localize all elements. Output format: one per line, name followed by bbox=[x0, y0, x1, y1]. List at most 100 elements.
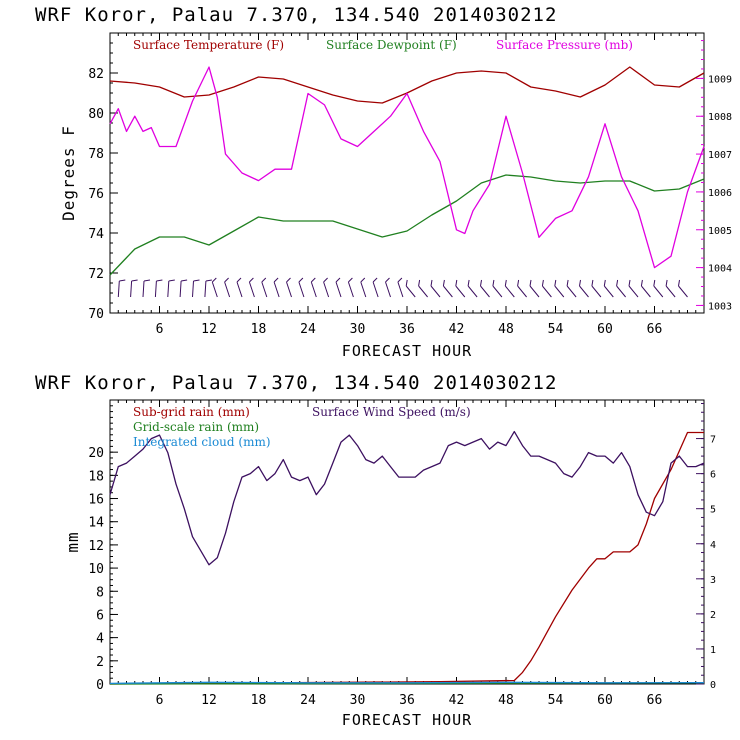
wind-barb bbox=[405, 279, 416, 298]
wind-barb bbox=[130, 279, 138, 298]
y-axis-right: 1003 1004 1005 1006 1007 1008 1009 bbox=[696, 40, 732, 312]
x-tick-label: 18 bbox=[251, 693, 267, 708]
x-tick-label: 30 bbox=[350, 322, 366, 337]
wind-barb bbox=[385, 277, 391, 298]
wind-barb bbox=[455, 279, 466, 298]
x-axis-label: FORECAST HOUR bbox=[342, 711, 472, 729]
wind-barb bbox=[236, 277, 243, 298]
y2-tick-label: 1006 bbox=[708, 188, 732, 199]
y-tick-label: 2 bbox=[96, 655, 104, 670]
legend-entry: Surface Temperature (F) bbox=[133, 38, 284, 52]
y-axis-label: mm bbox=[63, 531, 82, 552]
y-tick-label: 0 bbox=[96, 678, 104, 693]
y-tick-label: 8 bbox=[96, 585, 104, 600]
legend-entry: Integrated cloud (mm) bbox=[133, 435, 271, 449]
wind-barb bbox=[517, 279, 527, 298]
wind-barb bbox=[616, 279, 626, 298]
wind-barb bbox=[167, 279, 175, 298]
y-tick-label: 70 bbox=[88, 307, 104, 322]
x-tick-label: 66 bbox=[647, 322, 663, 337]
wind-barb bbox=[360, 277, 367, 298]
wind-barb bbox=[442, 279, 453, 298]
y-axis-left: 0 2 4 6 8 10 12 14 16 18 20 bbox=[88, 399, 118, 693]
wind-barb bbox=[640, 279, 651, 298]
series-line-surface-temperature-f bbox=[109, 66, 705, 104]
wind-barb bbox=[372, 277, 379, 298]
wind-barb bbox=[529, 279, 540, 298]
wind-barb bbox=[430, 279, 441, 298]
wind-barb bbox=[467, 279, 478, 298]
wind-barb bbox=[286, 277, 292, 298]
wind-barb bbox=[211, 277, 218, 298]
wind-barb bbox=[273, 277, 280, 298]
chart-panel-2: WRF Koror, Palau 7.370, 134.540 20140302… bbox=[35, 372, 716, 729]
x-tick-label: 54 bbox=[548, 693, 564, 708]
wind-barb bbox=[541, 279, 552, 298]
wind-barb bbox=[504, 279, 515, 298]
x-tick-label: 12 bbox=[201, 322, 217, 337]
y-tick-label: 6 bbox=[96, 608, 104, 623]
y-tick-label: 4 bbox=[96, 632, 104, 647]
x-tick-label: 24 bbox=[300, 322, 316, 337]
y-tick-label: 10 bbox=[88, 562, 104, 577]
x-tick-label: 48 bbox=[498, 693, 514, 708]
wind-barb bbox=[397, 277, 404, 298]
y2-tick-label: 3 bbox=[710, 575, 716, 586]
wind-barb bbox=[347, 277, 354, 298]
wind-barb bbox=[248, 277, 255, 298]
wind-barb bbox=[323, 277, 330, 298]
y-tick-label: 16 bbox=[88, 493, 104, 508]
y2-tick-label: 1005 bbox=[708, 226, 732, 237]
y-tick-label: 82 bbox=[88, 67, 104, 82]
wind-barb bbox=[310, 277, 317, 298]
y-axis-label: Degrees F bbox=[59, 125, 78, 221]
series-line-surface-wind-speed-m-s bbox=[109, 430, 705, 566]
y2-tick-label: 0 bbox=[710, 680, 716, 691]
x-tick-label: 24 bbox=[300, 693, 316, 708]
y-tick-label: 76 bbox=[88, 187, 104, 202]
wind-barb bbox=[335, 277, 342, 298]
wind-barb bbox=[678, 279, 688, 298]
y2-tick-label: 1008 bbox=[708, 112, 732, 123]
x-tick-label: 42 bbox=[449, 693, 465, 708]
chart-title: WRF Koror, Palau 7.370, 134.540 20140302… bbox=[35, 4, 557, 26]
y-tick-label: 12 bbox=[88, 539, 104, 554]
y2-tick-label: 6 bbox=[710, 470, 716, 481]
x-tick-label: 66 bbox=[647, 693, 663, 708]
x-axis-label: FORECAST HOUR bbox=[342, 342, 472, 360]
y-tick-label: 72 bbox=[88, 267, 104, 282]
wind-barbs bbox=[117, 277, 688, 298]
y2-tick-label: 4 bbox=[710, 540, 716, 551]
y2-tick-label: 7 bbox=[710, 435, 716, 446]
x-tick-label: 36 bbox=[399, 693, 415, 708]
wind-barb bbox=[261, 277, 268, 298]
series-line-sub-grid-rain-mm bbox=[109, 431, 704, 685]
x-tick-label: 30 bbox=[350, 693, 366, 708]
y-tick-label: 20 bbox=[88, 446, 104, 461]
plot-frame bbox=[109, 32, 705, 314]
y-tick-label: 78 bbox=[88, 147, 104, 162]
wind-barb bbox=[418, 279, 428, 298]
chart-title: WRF Koror, Palau 7.370, 134.540 20140302… bbox=[35, 372, 557, 394]
y2-tick-label: 1003 bbox=[708, 301, 732, 312]
wind-barb bbox=[653, 279, 664, 298]
chart-panel-1: WRF Koror, Palau 7.370, 134.540 20140302… bbox=[35, 4, 732, 360]
x-axis: 6 12 18 24 30 36 42 48 54 60 66 bbox=[117, 33, 697, 337]
wind-barb bbox=[179, 279, 188, 298]
series-line-surface-pressure-mb bbox=[109, 66, 705, 269]
wind-barb bbox=[492, 279, 503, 298]
y2-tick-label: 1 bbox=[710, 645, 716, 656]
y2-tick-label: 5 bbox=[710, 505, 716, 516]
legend-entry: Surface Wind Speed (m/s) bbox=[312, 405, 471, 419]
wind-barb bbox=[142, 279, 151, 298]
x-tick-label: 18 bbox=[251, 322, 267, 337]
wind-barb bbox=[480, 279, 490, 298]
wind-barb bbox=[224, 277, 231, 298]
wind-barb bbox=[566, 279, 577, 298]
y-tick-label: 18 bbox=[88, 469, 104, 484]
legend-entry: Surface Pressure (mb) bbox=[496, 38, 633, 52]
x-tick-label: 60 bbox=[597, 322, 613, 337]
x-tick-label: 6 bbox=[156, 693, 164, 708]
x-tick-label: 42 bbox=[449, 322, 465, 337]
